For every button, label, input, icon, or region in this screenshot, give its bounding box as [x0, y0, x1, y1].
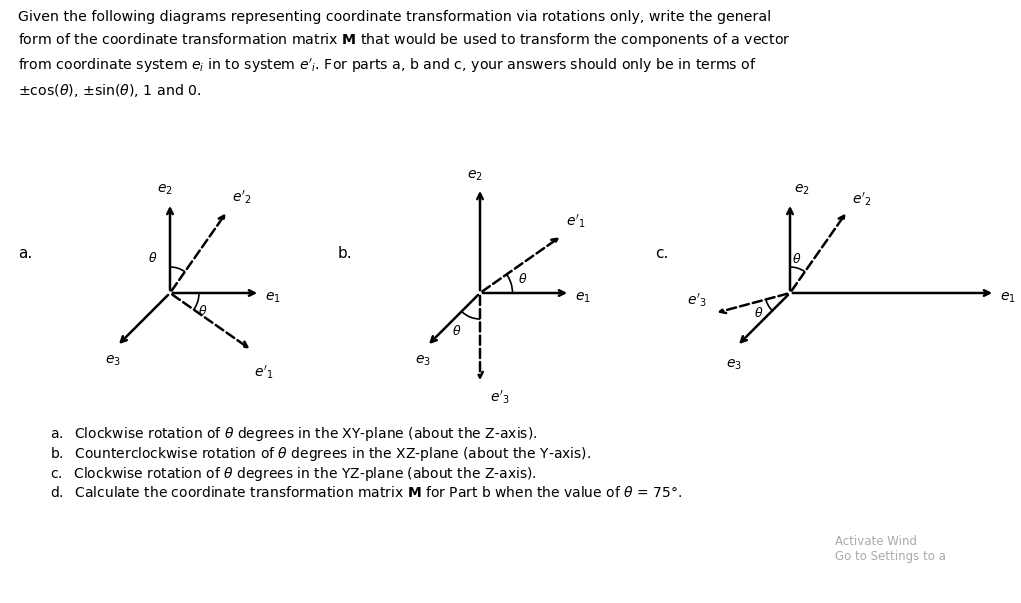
Text: c.  Clockwise rotation of $\theta$ degrees in the YZ-plane (about the Z-axis).: c. Clockwise rotation of $\theta$ degree… [50, 465, 537, 483]
Text: $\theta$: $\theta$ [792, 252, 801, 266]
Text: $\theta$: $\theta$ [452, 324, 461, 338]
Text: b.  Counterclockwise rotation of $\theta$ degrees in the XZ-plane (about the Y-a: b. Counterclockwise rotation of $\theta$… [50, 445, 591, 463]
Text: c.: c. [655, 245, 669, 260]
Text: a.: a. [18, 245, 33, 260]
Text: $\theta$: $\theta$ [753, 306, 764, 320]
Text: Activate Wind: Activate Wind [835, 535, 917, 548]
Text: $e_2$: $e_2$ [794, 183, 810, 197]
Text: Given the following diagrams representing coordinate transformation via rotation: Given the following diagrams representin… [18, 10, 791, 99]
Text: $e'_1$: $e'_1$ [254, 364, 274, 381]
Text: $e_3$: $e_3$ [105, 354, 120, 368]
Text: b.: b. [338, 245, 352, 260]
Text: $e_2$: $e_2$ [467, 169, 483, 183]
Text: $e_1$: $e_1$ [265, 291, 281, 305]
Text: $e'_1$: $e'_1$ [566, 212, 586, 230]
Text: a.  Clockwise rotation of $\theta$ degrees in the XY-plane (about the Z-axis).: a. Clockwise rotation of $\theta$ degree… [50, 425, 537, 443]
Text: $e_1$: $e_1$ [575, 291, 591, 305]
Text: $\theta$: $\theta$ [198, 304, 207, 318]
Text: $e'_3$: $e'_3$ [490, 388, 509, 406]
Text: $e'_3$: $e'_3$ [687, 292, 707, 309]
Text: $e_1$: $e_1$ [1000, 291, 1016, 305]
Text: Go to Settings to a: Go to Settings to a [835, 550, 945, 563]
Text: $e_3$: $e_3$ [726, 358, 742, 373]
Text: $e'_2$: $e'_2$ [233, 189, 252, 206]
Text: $e_2$: $e_2$ [157, 183, 173, 197]
Text: $e_3$: $e_3$ [415, 354, 431, 368]
Text: $\theta$: $\theta$ [148, 251, 157, 265]
Text: $\theta$: $\theta$ [518, 272, 528, 286]
Text: d.  Calculate the coordinate transformation matrix $\mathbf{M}$ for Part b when : d. Calculate the coordinate transformati… [50, 485, 682, 500]
Text: $e'_2$: $e'_2$ [853, 191, 872, 208]
